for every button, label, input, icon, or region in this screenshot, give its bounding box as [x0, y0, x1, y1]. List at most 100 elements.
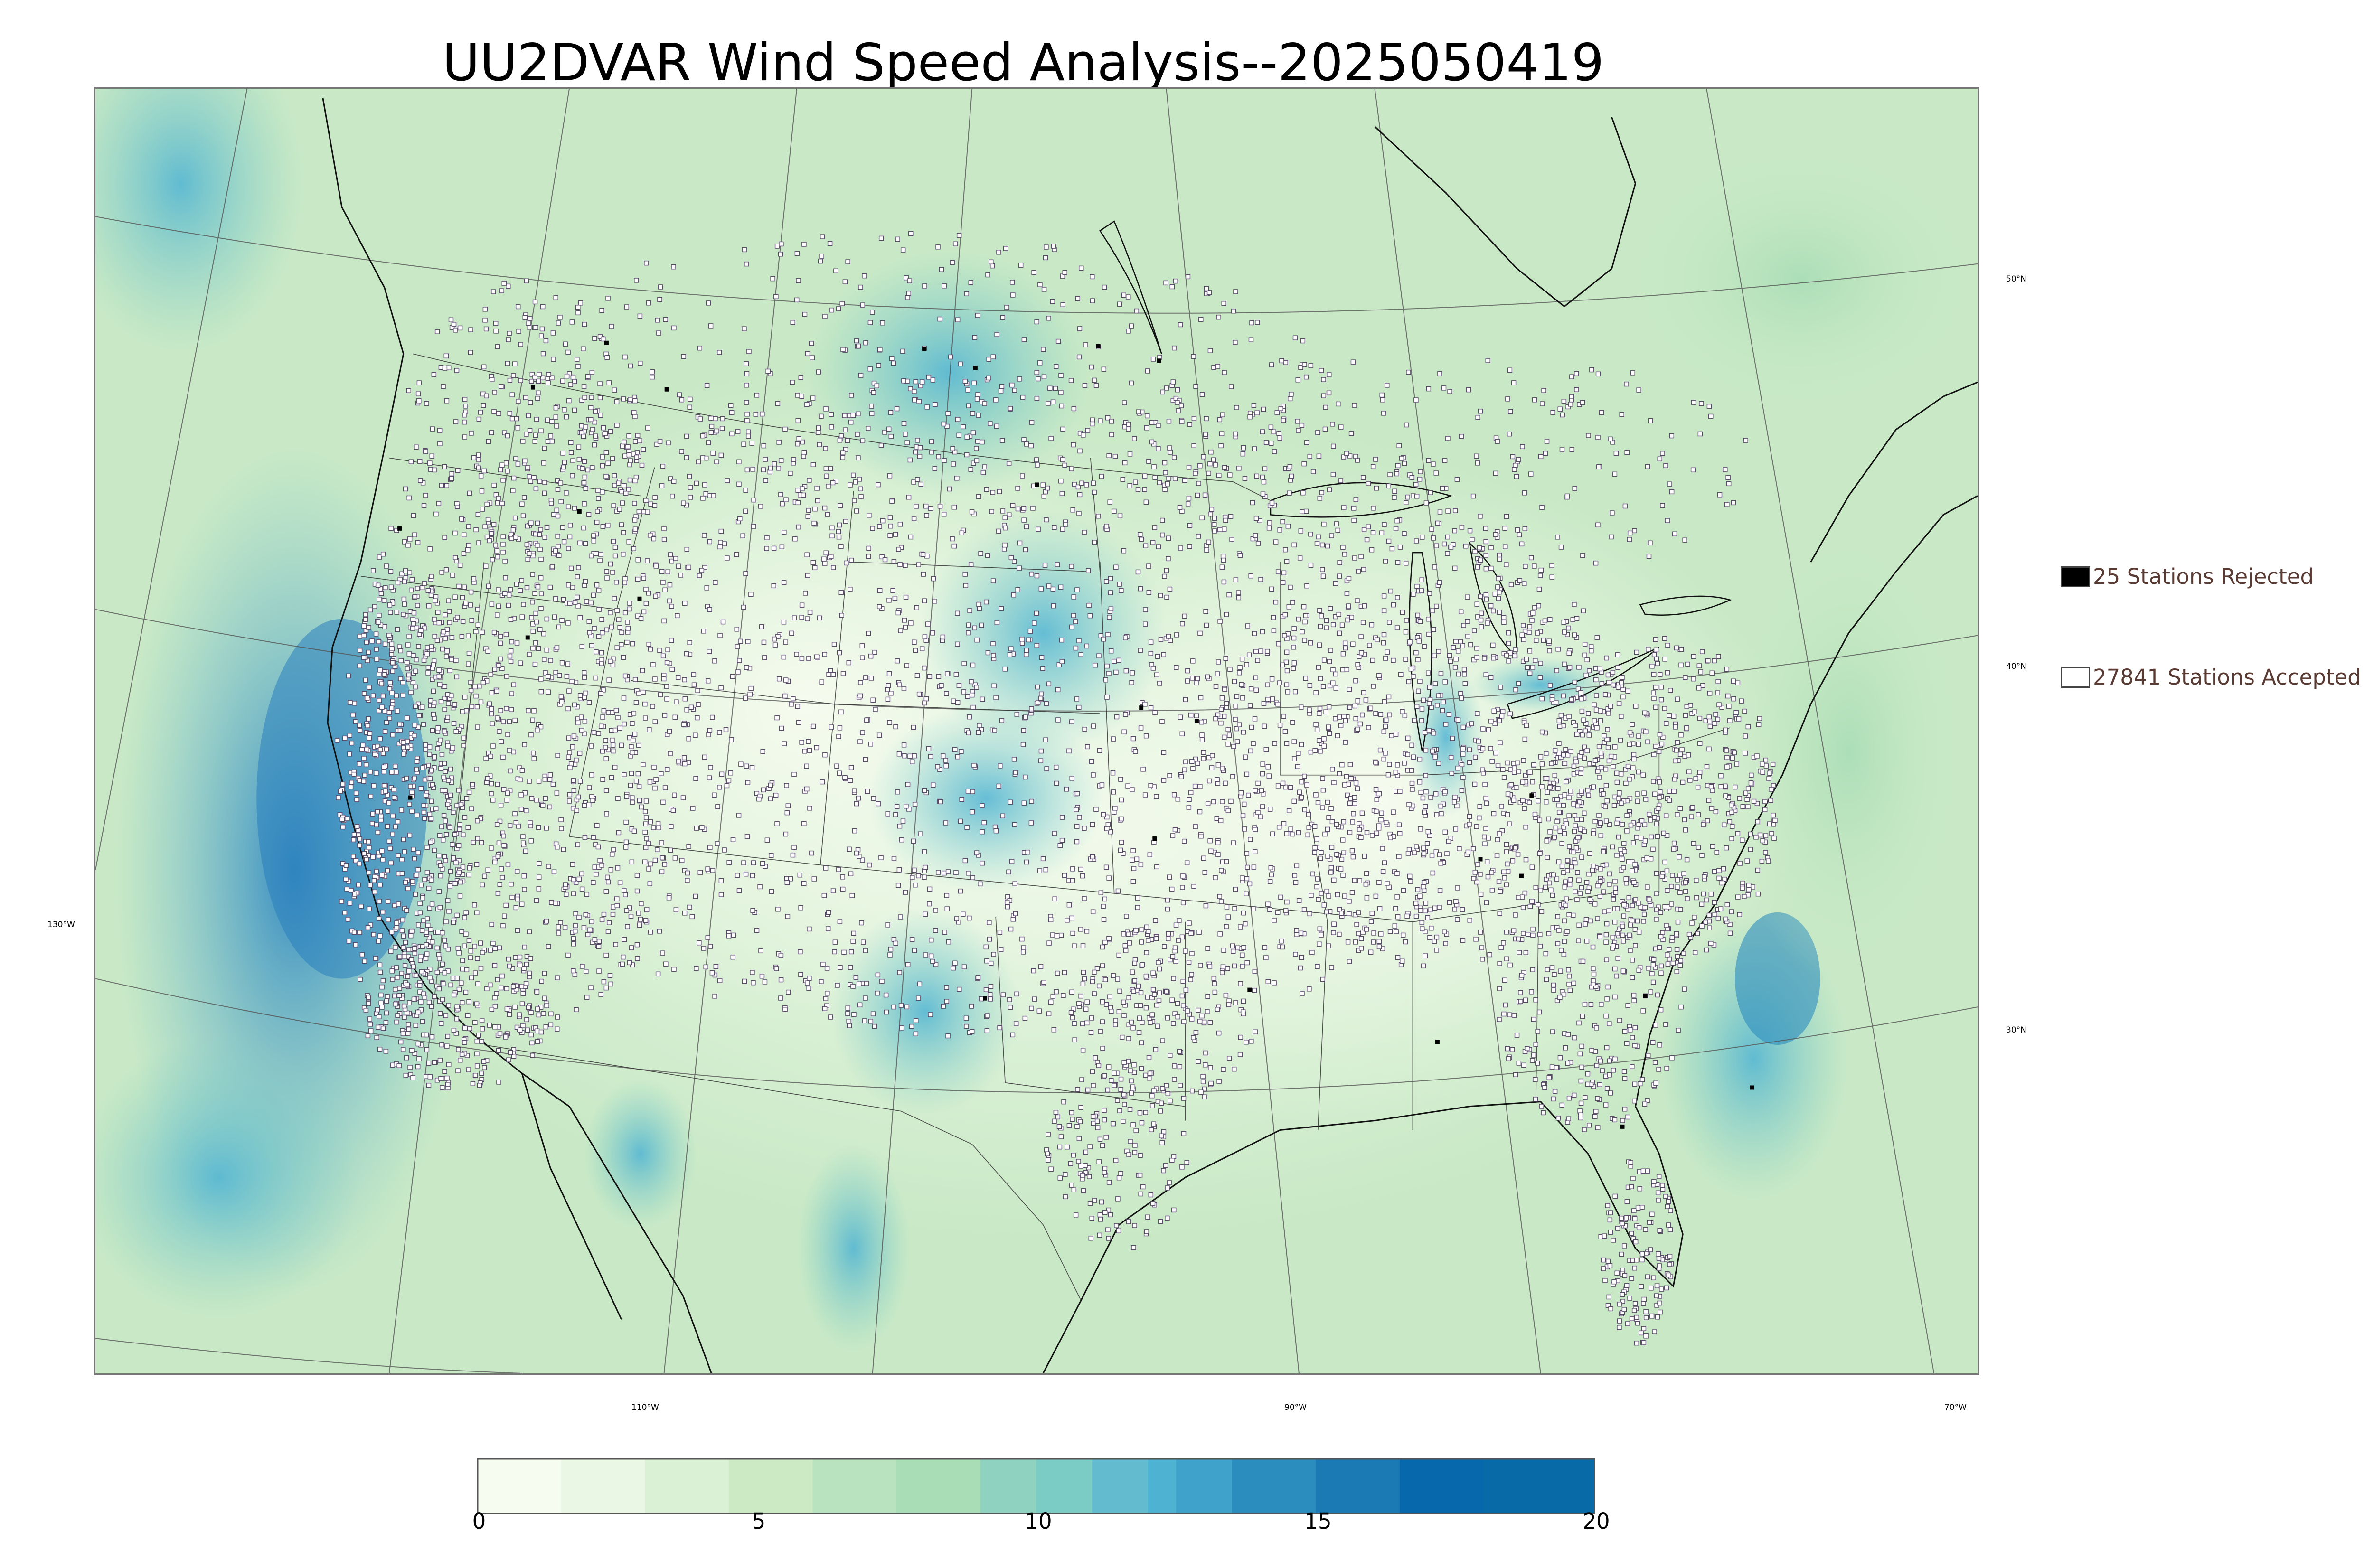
station-accepted: [877, 588, 883, 593]
station-accepted: [661, 618, 667, 624]
station-accepted: [1502, 526, 1507, 531]
station-accepted: [1008, 799, 1013, 805]
station-accepted: [923, 696, 929, 702]
station-accepted: [447, 825, 452, 830]
station-accepted: [891, 559, 897, 564]
station-accepted: [1715, 717, 1720, 722]
station-accepted: [1046, 401, 1051, 406]
station-accepted: [688, 704, 694, 710]
station-accepted: [897, 823, 903, 829]
station-accepted: [1263, 747, 1269, 752]
station-accepted: [536, 886, 542, 892]
station-accepted: [389, 705, 395, 711]
station-accepted: [525, 523, 530, 529]
station-accepted: [1224, 904, 1230, 910]
station-accepted: [1300, 991, 1305, 996]
station-accepted: [562, 925, 568, 930]
station-accepted: [1452, 795, 1458, 800]
station-accepted: [1658, 685, 1664, 690]
station-accepted: [397, 986, 402, 991]
station-accepted: [470, 782, 475, 788]
station-accepted: [1355, 786, 1360, 791]
station-accepted: [531, 708, 537, 714]
station-accepted: [427, 751, 432, 757]
station-accepted: [596, 731, 601, 736]
station-accepted: [1368, 705, 1374, 711]
station-accepted: [1209, 507, 1215, 512]
station-accepted: [1026, 637, 1031, 643]
station-accepted: [1455, 717, 1461, 723]
station-accepted: [1748, 780, 1754, 786]
station-accepted: [1334, 822, 1339, 827]
station-accepted: [907, 457, 913, 463]
station-accepted: [1024, 859, 1029, 865]
station-accepted: [610, 852, 615, 857]
station-accepted: [1213, 875, 1218, 881]
station-accepted: [775, 401, 781, 406]
station-accepted: [582, 719, 588, 724]
station-accepted: [552, 614, 557, 620]
station-accepted: [564, 490, 569, 496]
station-accepted: [1385, 649, 1390, 655]
station-accepted: [1329, 845, 1335, 850]
station-accepted: [397, 721, 403, 727]
station-accepted: [1098, 418, 1103, 423]
station-accepted: [1019, 936, 1025, 942]
station-accepted: [1706, 798, 1712, 803]
station-accepted: [1471, 657, 1477, 663]
station-accepted: [1008, 406, 1013, 411]
station-accepted: [1184, 860, 1190, 865]
station-accepted: [1153, 918, 1158, 923]
station-accepted: [446, 1003, 452, 1008]
station-accepted: [476, 1033, 481, 1038]
station-accepted: [1260, 761, 1265, 767]
station-accepted: [1655, 834, 1660, 839]
station-accepted: [1734, 761, 1740, 767]
station-accepted: [1329, 965, 1334, 970]
station-accepted: [1491, 811, 1497, 817]
station-accepted: [462, 412, 467, 418]
station-accepted: [1294, 863, 1300, 868]
station-accepted: [651, 765, 657, 770]
station-accepted: [1483, 796, 1488, 801]
station-accepted: [377, 962, 383, 967]
station-accepted: [475, 818, 480, 824]
wind-speed-map[interactable]: [94, 87, 1979, 1375]
station-accepted: [778, 492, 783, 497]
map-title: UU2DVAR Wind Speed Analysis--2025050419: [442, 33, 1604, 93]
station-accepted: [1639, 836, 1644, 841]
station-accepted: [1201, 855, 1206, 861]
station-accepted: [1699, 853, 1705, 858]
station-accepted: [591, 880, 596, 885]
station-accepted: [520, 991, 526, 996]
station-accepted: [1537, 817, 1543, 823]
station-accepted: [964, 452, 970, 458]
station-accepted: [846, 1019, 851, 1024]
station-accepted: [1352, 878, 1357, 883]
station-accepted: [1723, 916, 1728, 922]
station-accepted: [1641, 919, 1646, 924]
station-accepted: [614, 903, 620, 908]
station-accepted: [1298, 528, 1304, 534]
us-canada-border: [413, 353, 1271, 501]
station-accepted: [868, 676, 874, 681]
station-accepted: [836, 534, 842, 540]
station-accepted: [821, 556, 827, 562]
station-accepted: [580, 466, 585, 471]
station-accepted: [939, 683, 944, 688]
station-accepted: [1402, 761, 1407, 766]
station-accepted: [922, 665, 927, 671]
station-accepted: [1021, 437, 1027, 442]
station-accepted: [1073, 619, 1078, 624]
station-accepted: [1462, 681, 1468, 686]
station-accepted: [1148, 639, 1154, 645]
station-accepted: [885, 696, 891, 702]
station-accepted: [419, 585, 425, 591]
station-accepted: [825, 926, 831, 931]
station-accepted: [840, 886, 846, 892]
station-accepted: [1630, 958, 1635, 963]
station-accepted: [1453, 657, 1459, 662]
station-accepted: [1211, 457, 1216, 462]
station-accepted: [1231, 744, 1236, 749]
station-accepted: [1391, 657, 1396, 663]
